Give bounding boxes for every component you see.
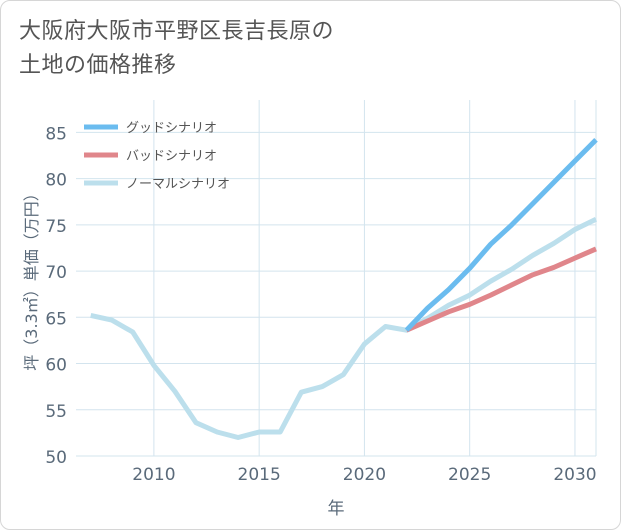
series-lines	[90, 138, 598, 440]
series-line-1	[405, 246, 597, 333]
x-tick-labels: 2010 2015 2020 2025 2030	[132, 465, 596, 485]
x-tick-label: 2010	[132, 465, 175, 485]
y-tick-label: 50	[45, 448, 67, 468]
y-tick-label: 55	[45, 402, 67, 422]
y-tick-label: 65	[45, 309, 67, 329]
y-tick-label: 75	[45, 217, 67, 237]
legend-label: ノーマルシナリオ	[126, 177, 230, 192]
legend-label: グッドシナリオ	[126, 121, 217, 136]
y-tick-label: 60	[45, 356, 67, 376]
chart-title-line-2: 土地の価格推移	[19, 53, 177, 78]
chart-title-line-1: 大阪府大阪市平野区長吉長原の	[19, 19, 335, 44]
x-tick-label: 2020	[343, 465, 386, 485]
x-tick-label: 2030	[553, 465, 596, 485]
x-tick-label: 2015	[238, 465, 281, 485]
series-line-0	[404, 138, 598, 332]
y-tick-label: 80	[45, 171, 67, 191]
legend-label: バッドシナリオ	[126, 149, 217, 164]
y-tick-labels: 50 55 60 65 70 75 80 85	[45, 124, 67, 468]
x-tick-label: 2025	[448, 465, 491, 485]
y-tick-label: 85	[45, 124, 67, 144]
plot-area	[76, 100, 596, 456]
x-axis-label: 年	[328, 499, 345, 519]
series-line-2	[90, 217, 598, 440]
y-tick-label: 70	[45, 263, 67, 283]
y-axis-label: 坪（3.3㎡）単価（万円）	[22, 185, 41, 370]
chart-title: 大阪府大阪市平野区長吉長原の 土地の価格推移	[19, 15, 334, 83]
